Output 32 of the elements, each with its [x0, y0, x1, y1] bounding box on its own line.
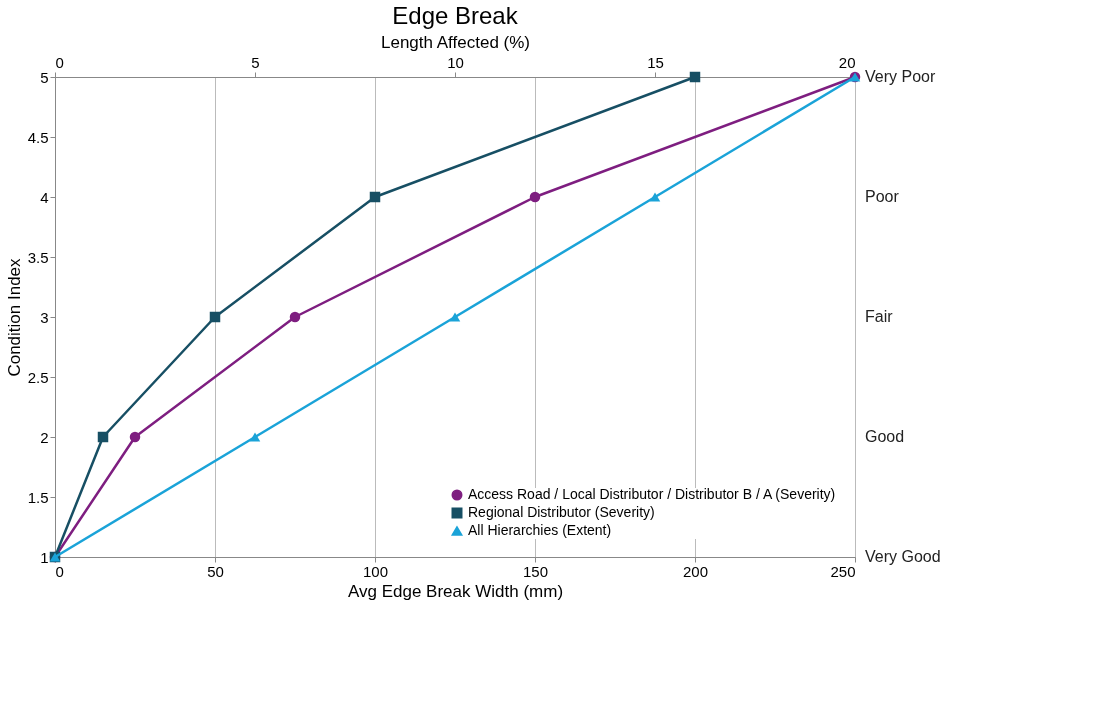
- x2-tick-label: 10: [447, 53, 464, 71]
- y-tick-label: 3.5: [27, 248, 49, 266]
- x-axis-title: Avg Edge Break Width (mm): [347, 581, 564, 601]
- y-tick-label: 2: [40, 428, 49, 446]
- y-tick-label: 4.5: [27, 128, 49, 146]
- x2-tick-label: 15: [647, 53, 664, 71]
- chart-title: Edge Break: [392, 2, 519, 29]
- text: Good: [865, 428, 905, 445]
- x-tick-label: 0: [55, 562, 64, 580]
- x-tick-label: 150: [522, 562, 549, 580]
- text: Very Good: [865, 548, 941, 565]
- x-tick-label: 250: [830, 562, 856, 580]
- y-tick-label: 4: [40, 188, 49, 206]
- x2-axis-title: Length Affected (%): [380, 32, 531, 52]
- legend-label: Access Road / Local Distributor / Distributor B / A (Severity): [468, 486, 836, 502]
- text: Fair: [865, 308, 894, 325]
- legend-label: All Hierarchies (Extent): [468, 522, 612, 538]
- x-tick-label: 200: [682, 562, 709, 580]
- x2-tick-label: 5: [251, 53, 260, 71]
- x2-tick-label: 0: [55, 53, 64, 71]
- y-axis-title: Condition Index: [4, 257, 24, 377]
- x-tick-label: 100: [362, 562, 389, 580]
- y-tick-label: 5: [40, 68, 49, 86]
- text: Very Poor: [865, 68, 936, 85]
- y-tick-label: 3: [40, 308, 49, 326]
- x-tick-label: 50: [207, 562, 224, 580]
- y-tick-label: 2.5: [27, 368, 49, 386]
- x2-tick-label: 20: [838, 53, 856, 71]
- y-tick-label: 1: [40, 548, 49, 566]
- y-tick-label: 1.5: [27, 488, 49, 506]
- text: Poor: [865, 188, 900, 205]
- legend-label: Regional Distributor (Severity): [468, 504, 655, 520]
